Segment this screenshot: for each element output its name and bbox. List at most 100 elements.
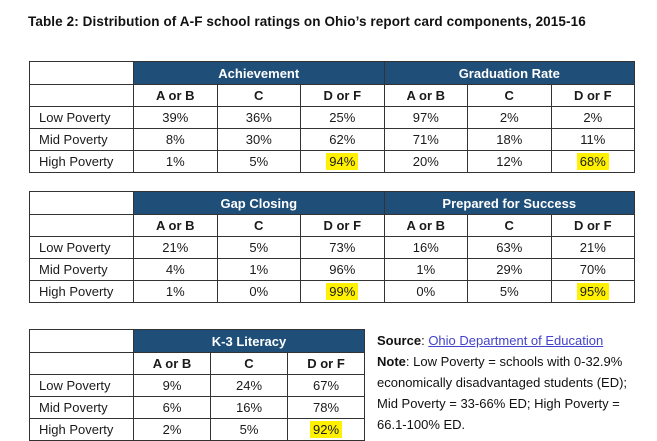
corner-cell [29, 61, 134, 85]
data-cell: 25% [300, 106, 385, 129]
group-header-gap-closing: Gap Closing [133, 191, 385, 215]
group-header-achievement: Achievement [133, 61, 385, 85]
row-label: Mid Poverty [29, 258, 134, 281]
source-separator: : [421, 333, 429, 348]
data-cell: 20% [383, 150, 468, 173]
data-cell: 39% [133, 106, 218, 129]
subheader-cell: D or F [300, 84, 385, 107]
subheader-cell: A or B [383, 214, 468, 237]
table-achievement-graduation: Achievement Graduation Rate A or B C D o… [29, 61, 635, 173]
row-label: Low Poverty [29, 236, 134, 259]
table-row: Low Poverty 9% 24% 67% [29, 374, 366, 397]
data-cell: 0% [383, 280, 468, 303]
table-row: Mid Poverty 4% 1% 96% 1% 29% 70% [29, 258, 636, 281]
highlighted-value: 95% [576, 283, 609, 300]
table-row: Mid Poverty 8% 30% 62% 71% 18% 11% [29, 128, 635, 151]
data-cell: 30% [216, 128, 301, 151]
table-k3-literacy: K-3 Literacy A or B C D or F Low Poverty… [29, 329, 366, 441]
data-cell: 97% [383, 106, 468, 129]
table-row: Low Poverty 21% 5% 73% 16% 63% 21% [29, 236, 636, 259]
subheader-cell: A or B [133, 352, 211, 375]
subheader-cell: A or B [133, 84, 218, 107]
table-row: K-3 Literacy [29, 329, 366, 353]
subheader-cell: C [216, 214, 301, 237]
data-cell: 16% [383, 236, 468, 259]
subheader-cell: D or F [286, 352, 366, 375]
data-cell: 21% [133, 236, 218, 259]
note-text: Low Poverty = schools with 0-32.9% econo… [377, 354, 628, 432]
group-header-prepared-for-success: Prepared for Success [383, 191, 636, 215]
data-cell: 36% [216, 106, 301, 129]
data-cell: 71% [383, 128, 468, 151]
corner-cell [29, 352, 134, 375]
data-cell: 2% [467, 106, 552, 129]
subheader-cell: D or F [550, 214, 636, 237]
subheader-cell: A or B [133, 214, 218, 237]
data-cell: 95% [550, 280, 636, 303]
data-cell: 96% [300, 258, 385, 281]
data-cell: 99% [300, 280, 385, 303]
data-cell: 24% [210, 374, 288, 397]
table-row: A or B C D or F [29, 352, 366, 375]
highlighted-value: 99% [326, 283, 359, 300]
row-label: Low Poverty [29, 106, 134, 129]
data-cell: 1% [133, 280, 218, 303]
row-label: High Poverty [29, 418, 134, 441]
data-cell: 9% [133, 374, 211, 397]
highlighted-value: 92% [309, 421, 343, 438]
table-row: A or B C D or F A or B C D or F [29, 214, 636, 237]
note-line: Note: Low Poverty = schools with 0-32.9%… [377, 351, 649, 435]
subheader-cell: C [216, 84, 301, 107]
highlighted-value: 94% [326, 153, 359, 170]
source-line: Source: Ohio Department of Education [377, 330, 649, 351]
row-label: High Poverty [29, 150, 134, 173]
note-separator: : [405, 354, 414, 369]
data-cell: 1% [383, 258, 468, 281]
data-cell: 5% [210, 418, 288, 441]
table-row: High Poverty 1% 5% 94% 20% 12% 68% [29, 150, 635, 173]
row-label: Mid Poverty [29, 396, 134, 419]
subheader-cell: C [210, 352, 288, 375]
subheader-cell: A or B [383, 84, 468, 107]
data-cell: 0% [216, 280, 301, 303]
subheader-cell: D or F [300, 214, 385, 237]
data-cell: 8% [133, 128, 218, 151]
data-cell: 11% [550, 128, 635, 151]
source-link[interactable]: Ohio Department of Education [428, 333, 604, 348]
table-row: Achievement Graduation Rate [29, 61, 635, 85]
row-label: Mid Poverty [29, 128, 134, 151]
data-cell: 73% [300, 236, 385, 259]
table-row: Mid Poverty 6% 16% 78% [29, 396, 366, 419]
table-row: High Poverty 1% 0% 99% 0% 5% 95% [29, 280, 636, 303]
data-cell: 29% [467, 258, 552, 281]
data-cell: 67% [286, 374, 366, 397]
corner-cell [29, 329, 134, 353]
data-cell: 12% [467, 150, 552, 173]
row-label: Low Poverty [29, 374, 134, 397]
data-cell: 1% [133, 150, 218, 173]
data-cell: 94% [300, 150, 385, 173]
table-row: Low Poverty 39% 36% 25% 97% 2% 2% [29, 106, 635, 129]
highlighted-value: 68% [576, 153, 609, 170]
note-label: Note [377, 354, 406, 369]
data-cell: 16% [210, 396, 288, 419]
data-cell: 2% [133, 418, 211, 441]
table-row: Gap Closing Prepared for Success [29, 191, 636, 215]
data-cell: 68% [550, 150, 635, 173]
table-gap-closing-prepared: Gap Closing Prepared for Success A or B … [29, 191, 636, 303]
data-cell: 5% [216, 236, 301, 259]
data-cell: 18% [467, 128, 552, 151]
data-cell: 6% [133, 396, 211, 419]
data-cell: 5% [467, 280, 552, 303]
table-row: High Poverty 2% 5% 92% [29, 418, 366, 441]
data-cell: 63% [467, 236, 552, 259]
data-cell: 92% [286, 418, 366, 441]
group-header-graduation-rate: Graduation Rate [383, 61, 635, 85]
corner-cell [29, 84, 134, 107]
data-cell: 78% [286, 396, 366, 419]
data-cell: 5% [216, 150, 301, 173]
corner-cell [29, 214, 134, 237]
corner-cell [29, 191, 134, 215]
data-cell: 2% [550, 106, 635, 129]
subheader-cell: C [467, 84, 552, 107]
